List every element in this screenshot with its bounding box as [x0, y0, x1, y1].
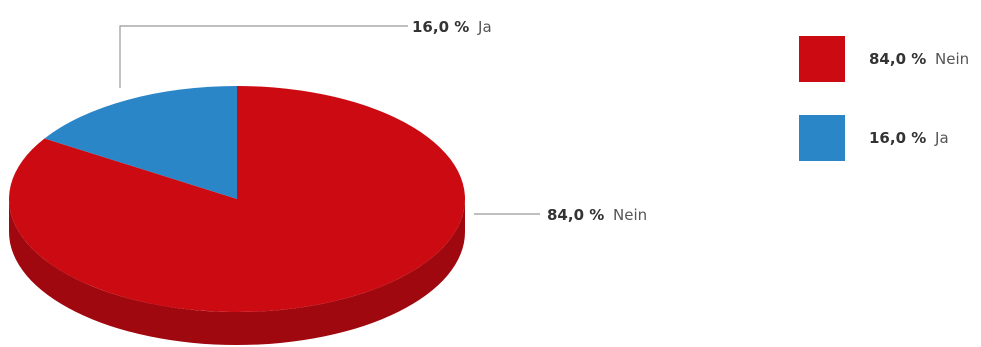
pie-layer [8, 86, 465, 345]
pie-slice-nein [8, 86, 465, 312]
callout-nein-name: Nein [613, 206, 647, 224]
callout-line-ja [119, 25, 408, 88]
legend-item-nein: 84,0 % Nein [869, 50, 969, 68]
legend: 84,0 % Nein 16,0 % Ja [799, 36, 969, 161]
legend-nein-value: 84,0 % [869, 50, 926, 68]
callout-ja-value: 16,0 % [412, 18, 469, 36]
legend-swatch-nein [799, 36, 845, 82]
legend-ja-value: 16,0 % [869, 129, 926, 147]
legend-nein-name: Nein [935, 50, 969, 68]
legend-item-ja: 16,0 % Ja [869, 129, 949, 147]
pie-slice-ja [44, 86, 238, 199]
legend-swatch-ja [799, 115, 845, 161]
callout-nein-value: 84,0 % [547, 206, 604, 224]
callout-ja-name: Ja [477, 18, 492, 36]
callout-label-nein: 84,0 % Nein [547, 206, 647, 224]
legend-ja-name: Ja [934, 129, 949, 147]
pie-side-nein [9, 199, 465, 345]
callout-label-ja: 16,0 % Ja [412, 18, 492, 36]
